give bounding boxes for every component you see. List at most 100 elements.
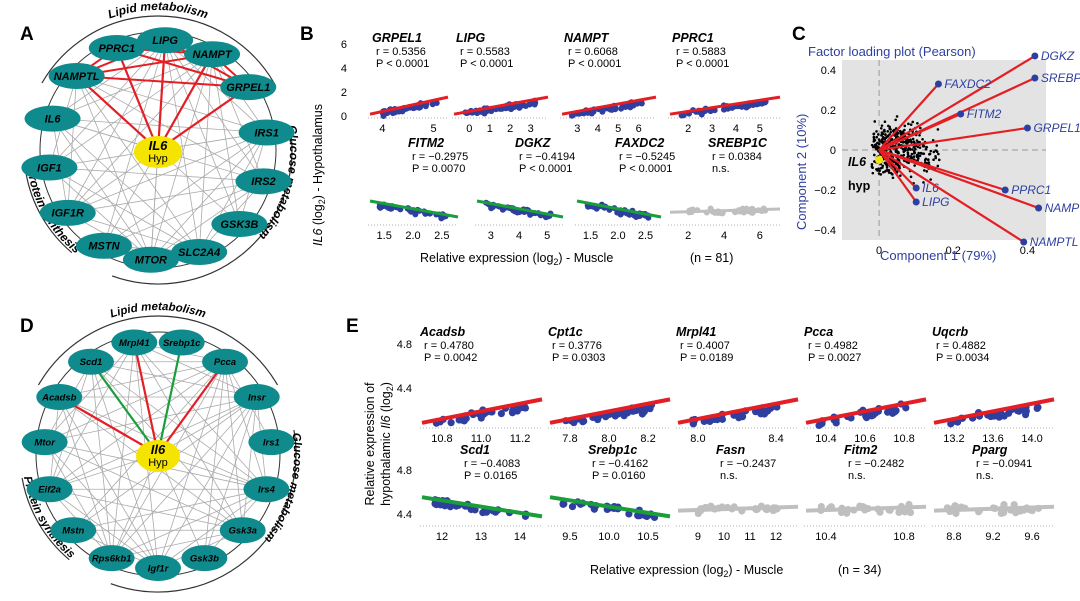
network-center-label: IL6 — [149, 138, 169, 153]
data-point — [462, 414, 470, 423]
p-value: P = 0.0165 — [464, 470, 517, 482]
network-edge-red — [157, 361, 226, 455]
data-point — [559, 500, 567, 508]
gene-label: Pparg — [972, 443, 1008, 457]
data-point — [763, 407, 772, 415]
pca-point — [883, 128, 886, 132]
pca-point — [910, 156, 914, 160]
x-tick-label-C: 0.2 — [946, 245, 961, 257]
network-node-label: Mtor — [34, 437, 56, 448]
network-edge — [150, 149, 159, 260]
x-tick-label: 1 — [487, 123, 493, 135]
network-node-label: Srebp1c — [163, 338, 201, 349]
network-center-sublabel: Hyp — [148, 457, 168, 469]
x-axis-label-C: Component 1 (79%) — [880, 248, 996, 263]
network-center-A — [134, 136, 182, 168]
pca-point — [891, 159, 895, 163]
x-tick-label: 11.0 — [471, 433, 492, 445]
pca-point — [896, 158, 900, 161]
pca-point — [911, 137, 915, 141]
network-node-slc2a4 — [171, 238, 228, 265]
network-node-namptl — [48, 62, 105, 89]
pca-point — [895, 115, 899, 118]
loading-label: NAMPT — [1045, 201, 1080, 215]
network-edge — [164, 40, 240, 225]
gene-label: FITM2 — [408, 136, 444, 150]
y-tick-label-B: 2 — [341, 87, 347, 99]
gene-label: DGKZ — [515, 136, 552, 150]
pca-point — [932, 150, 936, 154]
category-arc-D-2 — [21, 477, 70, 561]
network-node-scd1 — [67, 348, 114, 375]
network-edge — [49, 53, 213, 168]
x-tick-label: 0 — [466, 123, 472, 135]
x-tick-label: 3 — [574, 123, 580, 135]
pca-point — [879, 126, 883, 130]
pca-point — [908, 147, 912, 150]
loading-point-srebp1c — [1031, 74, 1039, 82]
p-value: P = 0.0034 — [936, 352, 989, 364]
pca-point — [937, 158, 941, 162]
y-tick-label-C: −0.2 — [814, 185, 836, 197]
pca-point — [914, 147, 917, 151]
network-node-rps6kb1 — [88, 545, 135, 572]
x-axis-label-B: Relative expression (log2) - Muscle — [420, 251, 613, 267]
x-tick-label: 14.0 — [1021, 433, 1042, 445]
network-node-label: Mrpl41 — [119, 338, 150, 349]
pca-point — [889, 171, 893, 175]
gene-label: Fasn — [716, 443, 746, 457]
r-value: r = −0.2482 — [848, 458, 904, 470]
x-tick-label: 10.4 — [815, 433, 836, 445]
pca-point — [937, 152, 940, 156]
pca-point — [871, 171, 875, 175]
pca-point — [897, 151, 900, 155]
network-edge — [134, 342, 257, 398]
network-node-label: IRS2 — [251, 176, 275, 188]
data-point — [622, 103, 629, 110]
x-tick-label: 8.0 — [601, 433, 616, 445]
p-value: n.s. — [976, 470, 994, 482]
category-arc-A-0 — [41, 15, 275, 84]
gene-label: Mrpl41 — [676, 325, 716, 339]
p-value: P = 0.0303 — [552, 352, 605, 364]
data-point — [508, 106, 515, 113]
pca-point — [934, 154, 937, 158]
network-node-igf1r — [39, 199, 96, 226]
pca-point — [916, 121, 919, 125]
data-point — [758, 100, 765, 107]
data-point — [902, 404, 910, 412]
network-node-lipg — [137, 27, 194, 54]
network-node-eif2a — [26, 476, 73, 503]
x-tick-label: 3 — [528, 123, 534, 135]
r-value: r = 0.5883 — [676, 46, 726, 58]
network-edge — [103, 181, 264, 247]
data-point — [482, 508, 491, 516]
data-point — [865, 411, 873, 419]
data-point — [455, 416, 463, 424]
r-value: r = −0.2975 — [412, 151, 468, 163]
p-value: P = 0.0189 — [680, 352, 733, 364]
loading-point-nampt — [1035, 204, 1043, 212]
pca-point — [897, 143, 901, 146]
pca-point — [886, 130, 890, 133]
network-node-igf1 — [21, 154, 78, 181]
p-value: P < 0.0001 — [460, 58, 513, 70]
trend-line — [805, 397, 927, 425]
pca-point — [896, 131, 899, 135]
p-value: P < 0.0001 — [519, 163, 572, 175]
pca-point — [877, 142, 881, 146]
pca-point — [886, 134, 890, 138]
trend-line — [669, 95, 781, 116]
x-tick-label: 4 — [379, 123, 385, 135]
r-value: r = −0.4194 — [519, 151, 575, 163]
network-node-label: Gsk3b — [190, 553, 219, 564]
pca-point — [887, 171, 891, 174]
data-point — [568, 112, 575, 119]
network-edge — [157, 396, 258, 569]
pca-point — [924, 147, 928, 151]
network-edge — [49, 167, 200, 253]
data-point — [497, 410, 505, 418]
network-node-label: NAMPTL — [54, 71, 100, 83]
x-tick-label: 10.8 — [893, 433, 914, 445]
p-value: P < 0.0001 — [676, 58, 729, 70]
